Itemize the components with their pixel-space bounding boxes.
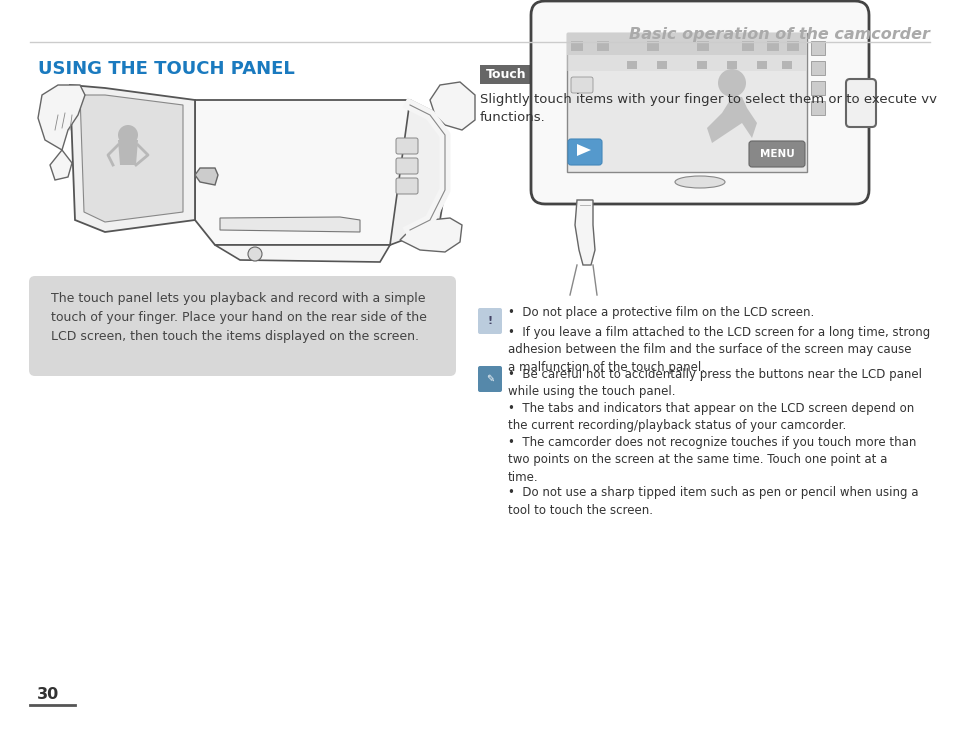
Text: •  Be careful not to accidentally press the buttons near the LCD panel
while usi: • Be careful not to accidentally press t… [507,368,921,399]
Text: !: ! [487,316,492,326]
Bar [810,61,824,75]
FancyBboxPatch shape [531,1,868,204]
Text: •  If you leave a film attached to the LCD screen for a long time, strong
adhesi: • If you leave a film attached to the LC… [507,326,929,374]
Text: 30: 30 [37,687,59,702]
FancyBboxPatch shape [29,276,456,376]
FancyBboxPatch shape [395,138,417,154]
FancyBboxPatch shape [748,141,804,167]
Bar [657,61,666,69]
Polygon shape [220,217,359,232]
FancyBboxPatch shape [567,139,601,165]
FancyBboxPatch shape [479,65,532,84]
Bar [741,41,753,51]
Polygon shape [50,150,71,180]
Bar [757,61,766,69]
Polygon shape [390,100,444,245]
Polygon shape [70,85,194,232]
Text: Touch: Touch [485,68,526,81]
Polygon shape [194,168,218,185]
Polygon shape [118,140,138,165]
Circle shape [718,69,745,97]
Text: •  The tabs and indicators that appear on the LCD screen depend on
the current r: • The tabs and indicators that appear on… [507,402,913,432]
Text: MENU: MENU [759,149,794,159]
Text: The touch panel lets you playback and record with a simple
touch of your finger.: The touch panel lets you playback and re… [51,292,426,343]
Polygon shape [194,100,430,245]
Bar [697,61,706,69]
Bar [810,101,824,115]
Bar [810,81,824,95]
Polygon shape [575,200,595,265]
Text: Basic operation of the camcorder: Basic operation of the camcorder [628,27,929,42]
Bar [726,61,737,69]
Polygon shape [80,95,183,222]
Bar [766,41,779,51]
Polygon shape [430,82,475,130]
Bar [786,41,799,51]
FancyBboxPatch shape [395,178,417,194]
Polygon shape [577,144,590,156]
FancyBboxPatch shape [845,79,875,127]
FancyBboxPatch shape [477,308,501,334]
Bar [646,41,659,51]
FancyBboxPatch shape [395,158,417,174]
Circle shape [118,125,138,145]
Polygon shape [38,85,85,150]
Bar [781,61,791,69]
Polygon shape [706,97,757,143]
Bar [626,61,637,69]
FancyBboxPatch shape [566,33,806,172]
FancyBboxPatch shape [571,77,593,93]
FancyBboxPatch shape [477,366,501,392]
Polygon shape [399,218,461,252]
Bar [566,33,806,55]
Bar [571,41,582,51]
Polygon shape [214,245,390,262]
Bar [566,55,806,71]
Text: •  The camcorder does not recognize touches if you touch more than
two points on: • The camcorder does not recognize touch… [507,436,916,484]
Ellipse shape [675,176,724,188]
Circle shape [248,247,262,261]
Text: •  Do not use a sharp tipped item such as pen or pencil when using a
tool to tou: • Do not use a sharp tipped item such as… [507,486,918,517]
Bar [697,41,708,51]
Text: Slightly touch items with your finger to select them or to execute vv
functions.: Slightly touch items with your finger to… [479,93,936,124]
Text: ✎: ✎ [485,374,494,384]
Text: •  Do not place a protective film on the LCD screen.: • Do not place a protective film on the … [507,306,814,319]
Bar [597,41,608,51]
Bar [810,41,824,55]
Text: USING THE TOUCH PANEL: USING THE TOUCH PANEL [38,60,294,78]
